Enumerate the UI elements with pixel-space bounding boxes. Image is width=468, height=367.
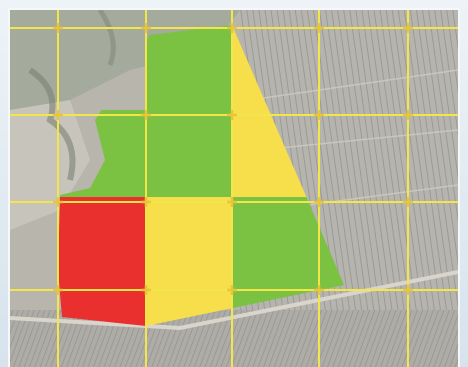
tree-line-north xyxy=(97,10,116,66)
grid-overlay xyxy=(10,10,458,367)
grid-intersection-marker xyxy=(53,110,63,120)
grid-intersection-marker xyxy=(314,110,324,120)
grid-intersection-marker xyxy=(53,285,63,295)
map-canvas[interactable] xyxy=(10,10,458,367)
tree-line xyxy=(28,67,76,181)
zone-cell-medium[interactable] xyxy=(146,197,232,290)
zone-cell-high[interactable] xyxy=(232,197,319,290)
aerial-map[interactable] xyxy=(10,10,458,367)
bare-soil-west xyxy=(10,100,90,230)
grid-intersection-marker xyxy=(227,110,237,120)
grid-intersection-marker xyxy=(314,197,324,207)
grid-intersection-marker xyxy=(403,285,413,295)
grid-intersection-marker xyxy=(53,197,63,207)
grid-intersection-marker xyxy=(403,23,413,33)
grid-intersection-marker xyxy=(314,285,324,295)
grid-intersection-marker xyxy=(141,285,151,295)
zone-cell-high[interactable] xyxy=(146,23,232,115)
zone-cell-low[interactable] xyxy=(58,197,146,290)
grid-intersection-marker xyxy=(314,23,324,33)
grid-intersection-marker xyxy=(141,197,151,207)
grid-intersection-marker xyxy=(227,197,237,207)
grid-intersection-marker xyxy=(53,23,63,33)
grid-intersection-marker xyxy=(403,110,413,120)
grid-intersection-marker xyxy=(141,110,151,120)
grid-intersection-marker xyxy=(227,285,237,295)
grid-intersection-marker xyxy=(141,23,151,33)
grid-intersection-marker xyxy=(227,23,237,33)
farmland-south xyxy=(10,310,458,367)
zone-cell-high[interactable] xyxy=(146,110,232,202)
grid-intersection-marker xyxy=(403,197,413,207)
